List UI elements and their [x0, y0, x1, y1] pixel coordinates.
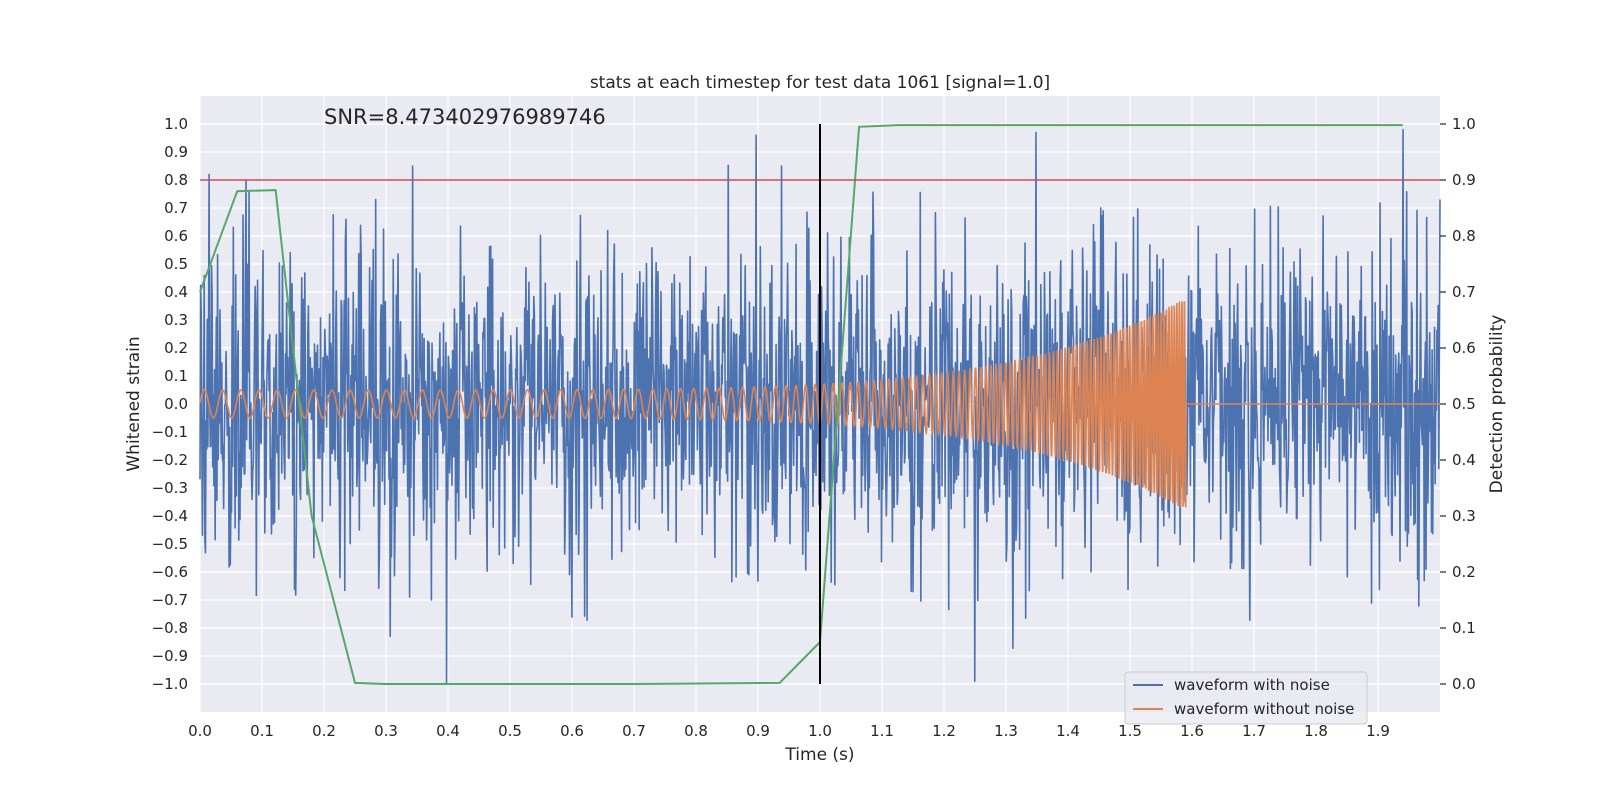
y-tick-label-right: 0.0 [1452, 675, 1476, 693]
x-tick-label: 1.2 [932, 722, 956, 740]
y-tick-label-right: 0.8 [1452, 227, 1476, 245]
y-tick-label-left: 1.0 [164, 115, 188, 133]
x-tick-label: 0.2 [312, 722, 336, 740]
y-tick-label-right: 0.6 [1452, 339, 1476, 357]
y-tick-label-right: 0.2 [1452, 563, 1476, 581]
y-tick-label-right: 0.4 [1452, 451, 1476, 469]
y-tick-label-left: −0.3 [152, 479, 188, 497]
x-tick-label: 0.6 [560, 722, 584, 740]
y-tick-label-left: −0.6 [152, 563, 188, 581]
legend-label-noisy: waveform with noise [1174, 676, 1330, 694]
x-tick-label: 0.7 [622, 722, 646, 740]
x-tick-label: 1.0 [808, 722, 832, 740]
y-axis-label-right: Detection probability [1487, 315, 1507, 494]
y-tick-label-left: −0.9 [152, 647, 188, 665]
snr-annotation: SNR=8.473402976989746 [324, 105, 606, 129]
y-tick-label-right: 0.5 [1452, 395, 1476, 413]
x-tick-label: 0.4 [436, 722, 460, 740]
x-tick-label: 1.6 [1180, 722, 1204, 740]
y-tick-label-left: 0.2 [164, 339, 188, 357]
y-tick-label-left: 0.7 [164, 199, 188, 217]
legend: waveform with noise waveform without noi… [1124, 671, 1368, 725]
x-tick-label: 1.5 [1118, 722, 1142, 740]
y-tick-label-right: 0.7 [1452, 283, 1476, 301]
y-tick-label-right: 0.9 [1452, 171, 1476, 189]
ticks: 0.0 0.1 0.2 0.3 0.4 0.5 0.6 0.7 0.8 0.9 1.0 1.1 1.2 1… [152, 115, 1476, 740]
y-tick-label-left: 0.6 [164, 227, 188, 245]
x-tick-label: 0.9 [746, 722, 770, 740]
y-axis-label-left: Whitened strain [124, 336, 144, 471]
x-tick-label: 0.5 [498, 722, 522, 740]
y-tick-label-right: 0.1 [1452, 619, 1476, 637]
legend-frame [1124, 671, 1368, 725]
y-tick-label-left: −0.2 [152, 451, 188, 469]
x-tick-label: 1.7 [1242, 722, 1266, 740]
x-tick-label: 0.0 [188, 722, 212, 740]
x-axis-label: Time (s) [784, 745, 854, 765]
reference-lines [200, 124, 1440, 684]
y-tick-label-left: 0.5 [164, 255, 188, 273]
x-tick-label: 0.1 [250, 722, 274, 740]
x-tick-label: 1.8 [1304, 722, 1328, 740]
x-tick-label: 0.3 [374, 722, 398, 740]
y-tick-label-left: −0.5 [152, 535, 188, 553]
y-tick-label-left: −0.4 [152, 507, 188, 525]
y-tick-label-left: −1.0 [152, 675, 188, 693]
y-tick-label-left: 0.4 [164, 283, 188, 301]
y-tick-label-left: 0.1 [164, 367, 188, 385]
y-tick-label-left: 0.9 [164, 143, 188, 161]
y-tick-label-right: 0.3 [1452, 507, 1476, 525]
y-tick-label-left: −0.8 [152, 619, 188, 637]
detection-probability-line [199, 124, 1403, 685]
y-tick-label-left: 0.8 [164, 171, 188, 189]
x-tick-label: 1.9 [1366, 722, 1390, 740]
y-tick-label-left: 0.0 [164, 395, 188, 413]
y-tick-label-left: −0.1 [152, 423, 188, 441]
legend-label-clean: waveform without noise [1174, 700, 1354, 718]
x-tick-label: 0.8 [684, 722, 708, 740]
x-tick-label: 1.3 [994, 722, 1018, 740]
y-tick-label-left: 0.3 [164, 311, 188, 329]
series-probability [199, 124, 1403, 685]
y-tick-label-left: −0.7 [152, 591, 188, 609]
x-tick-label: 1.4 [1056, 722, 1080, 740]
chart-title: stats at each timestep for test data 106… [590, 73, 1050, 93]
y-tick-label-right: 1.0 [1452, 115, 1476, 133]
x-tick-label: 1.1 [870, 722, 894, 740]
